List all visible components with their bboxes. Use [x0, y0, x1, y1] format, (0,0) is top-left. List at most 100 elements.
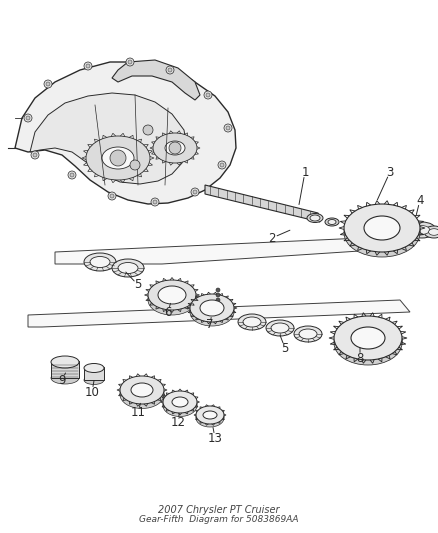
- Ellipse shape: [84, 376, 104, 384]
- Ellipse shape: [299, 329, 317, 339]
- Text: 3: 3: [386, 166, 394, 179]
- Circle shape: [110, 194, 114, 198]
- Ellipse shape: [307, 214, 323, 222]
- Circle shape: [153, 200, 157, 204]
- Circle shape: [168, 68, 172, 72]
- Polygon shape: [15, 62, 236, 204]
- Circle shape: [218, 161, 226, 169]
- Circle shape: [70, 173, 74, 177]
- Ellipse shape: [112, 259, 144, 277]
- Ellipse shape: [310, 215, 320, 221]
- Polygon shape: [30, 93, 187, 184]
- Ellipse shape: [131, 383, 153, 397]
- Circle shape: [84, 62, 92, 70]
- Ellipse shape: [163, 391, 197, 413]
- Ellipse shape: [243, 317, 261, 327]
- Text: 2007 Chrysler PT Cruiser: 2007 Chrysler PT Cruiser: [158, 505, 280, 515]
- Ellipse shape: [120, 376, 164, 404]
- Circle shape: [128, 60, 132, 64]
- Circle shape: [226, 126, 230, 130]
- Ellipse shape: [84, 253, 116, 271]
- Ellipse shape: [148, 280, 196, 310]
- Circle shape: [44, 80, 52, 88]
- Circle shape: [110, 150, 126, 166]
- Text: 8: 8: [356, 351, 364, 365]
- Circle shape: [224, 124, 232, 132]
- Polygon shape: [55, 238, 375, 264]
- Polygon shape: [84, 367, 104, 380]
- Text: 10: 10: [85, 385, 99, 399]
- Ellipse shape: [328, 220, 336, 224]
- Ellipse shape: [344, 209, 420, 257]
- Ellipse shape: [196, 409, 224, 427]
- Circle shape: [220, 163, 224, 167]
- Ellipse shape: [203, 411, 217, 419]
- Polygon shape: [196, 415, 224, 418]
- Ellipse shape: [158, 286, 186, 304]
- Polygon shape: [205, 185, 320, 222]
- Text: 1: 1: [301, 166, 309, 179]
- Ellipse shape: [51, 356, 79, 368]
- Ellipse shape: [344, 204, 420, 252]
- Ellipse shape: [190, 294, 234, 322]
- Ellipse shape: [163, 394, 197, 416]
- Ellipse shape: [86, 136, 150, 180]
- Ellipse shape: [90, 256, 110, 268]
- Circle shape: [33, 153, 37, 157]
- Circle shape: [31, 151, 39, 159]
- Ellipse shape: [84, 364, 104, 373]
- Circle shape: [130, 160, 140, 170]
- Text: 6: 6: [164, 305, 172, 319]
- Ellipse shape: [271, 323, 289, 333]
- Ellipse shape: [51, 372, 79, 384]
- Text: 9: 9: [58, 374, 66, 386]
- Text: 5: 5: [281, 342, 289, 354]
- Ellipse shape: [153, 133, 197, 163]
- Ellipse shape: [190, 298, 234, 326]
- Circle shape: [216, 298, 220, 302]
- Ellipse shape: [414, 225, 430, 235]
- Polygon shape: [334, 338, 402, 343]
- Text: 11: 11: [131, 406, 145, 418]
- Circle shape: [151, 198, 159, 206]
- Circle shape: [68, 171, 76, 179]
- Ellipse shape: [148, 285, 196, 315]
- Polygon shape: [51, 361, 79, 378]
- Polygon shape: [112, 60, 200, 100]
- Circle shape: [216, 293, 220, 297]
- Text: 2: 2: [268, 231, 276, 245]
- Ellipse shape: [408, 222, 436, 238]
- Ellipse shape: [172, 397, 188, 407]
- Circle shape: [126, 58, 134, 66]
- Circle shape: [193, 190, 197, 194]
- Ellipse shape: [334, 321, 402, 365]
- Text: 13: 13: [208, 432, 223, 445]
- Polygon shape: [163, 402, 197, 406]
- Ellipse shape: [364, 216, 400, 240]
- Ellipse shape: [238, 314, 266, 330]
- Circle shape: [24, 114, 32, 122]
- Text: 4: 4: [416, 193, 424, 206]
- Polygon shape: [190, 308, 234, 312]
- Ellipse shape: [428, 229, 438, 235]
- Ellipse shape: [165, 141, 185, 155]
- Polygon shape: [28, 300, 410, 327]
- Text: 12: 12: [170, 416, 186, 429]
- Text: 7: 7: [206, 319, 214, 332]
- Ellipse shape: [196, 406, 224, 424]
- Circle shape: [216, 288, 220, 292]
- Circle shape: [143, 125, 153, 135]
- Ellipse shape: [266, 320, 294, 336]
- Circle shape: [166, 66, 174, 74]
- Ellipse shape: [424, 226, 438, 238]
- Text: Gear-Fifth  Diagram for 5083869AA: Gear-Fifth Diagram for 5083869AA: [139, 515, 299, 524]
- Polygon shape: [148, 295, 196, 300]
- Ellipse shape: [294, 326, 322, 342]
- Ellipse shape: [334, 316, 402, 360]
- Ellipse shape: [118, 262, 138, 273]
- Ellipse shape: [351, 327, 385, 349]
- Circle shape: [169, 142, 181, 154]
- Text: 5: 5: [134, 279, 141, 292]
- Circle shape: [86, 64, 90, 68]
- Polygon shape: [120, 390, 164, 394]
